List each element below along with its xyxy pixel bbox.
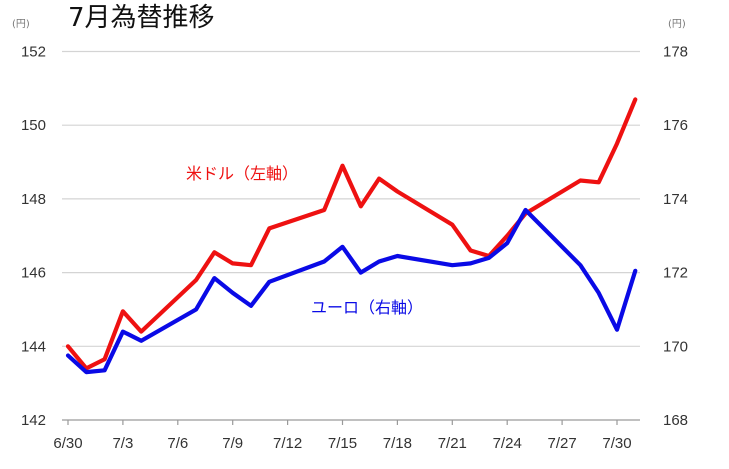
x-axis-tick-label: 7/3 [112,435,133,452]
right-axis-tick-label: 172 [663,265,688,282]
left-axis-tick-label: 142 [21,412,46,429]
series-label-usd: 米ドル（左軸） [186,164,298,183]
x-axis-tick-label: 7/9 [222,435,243,452]
series-lines [65,97,638,375]
right-axis-tick-label: 168 [663,412,688,429]
left-axis-tick-label: 150 [21,117,46,134]
x-axis-tick-label: 7/18 [383,435,412,452]
left-axis-tick-label: 148 [21,191,46,208]
left-axis-unit: (円) [12,19,30,30]
x-axis-tick-label: 7/21 [438,435,467,452]
x-axis-ticks: 6/30 7/3 7/6 7/9 7/12 7/15 7/18 7/21 7/24 7/27 7/3… [53,420,632,452]
x-axis-tick-label: 7/15 [328,435,357,452]
left-axis-tick-label: 152 [21,44,46,61]
x-axis-tick-label: 7/24 [493,435,522,452]
right-axis-tick-label: 178 [663,44,688,61]
x-axis-tick-label: 7/12 [273,435,302,452]
x-axis-tick-label: 7/6 [167,435,188,452]
right-axis-tick-label: 170 [663,338,688,355]
chart-title: 7月為替推移 [68,3,215,33]
series-line-eur [65,207,638,375]
left-axis-tick-label: 146 [21,265,46,282]
left-axis-ticks: 142 144 146 148 150 152 [21,44,46,430]
series-label-eur: ユーロ（右軸） [311,298,423,317]
series-line-usd [65,97,638,371]
right-axis-ticks: 168 170 172 174 176 178 [663,44,688,430]
x-axis-tick-label: 7/30 [602,435,631,452]
gridlines [62,50,640,421]
right-axis-tick-label: 174 [663,191,688,208]
left-axis-tick-label: 144 [21,338,46,355]
right-axis-tick-label: 176 [663,117,688,134]
right-axis-unit: (円) [668,19,686,30]
x-axis-tick-label: 7/27 [547,435,576,452]
x-axis-tick-label: 6/30 [53,435,82,452]
